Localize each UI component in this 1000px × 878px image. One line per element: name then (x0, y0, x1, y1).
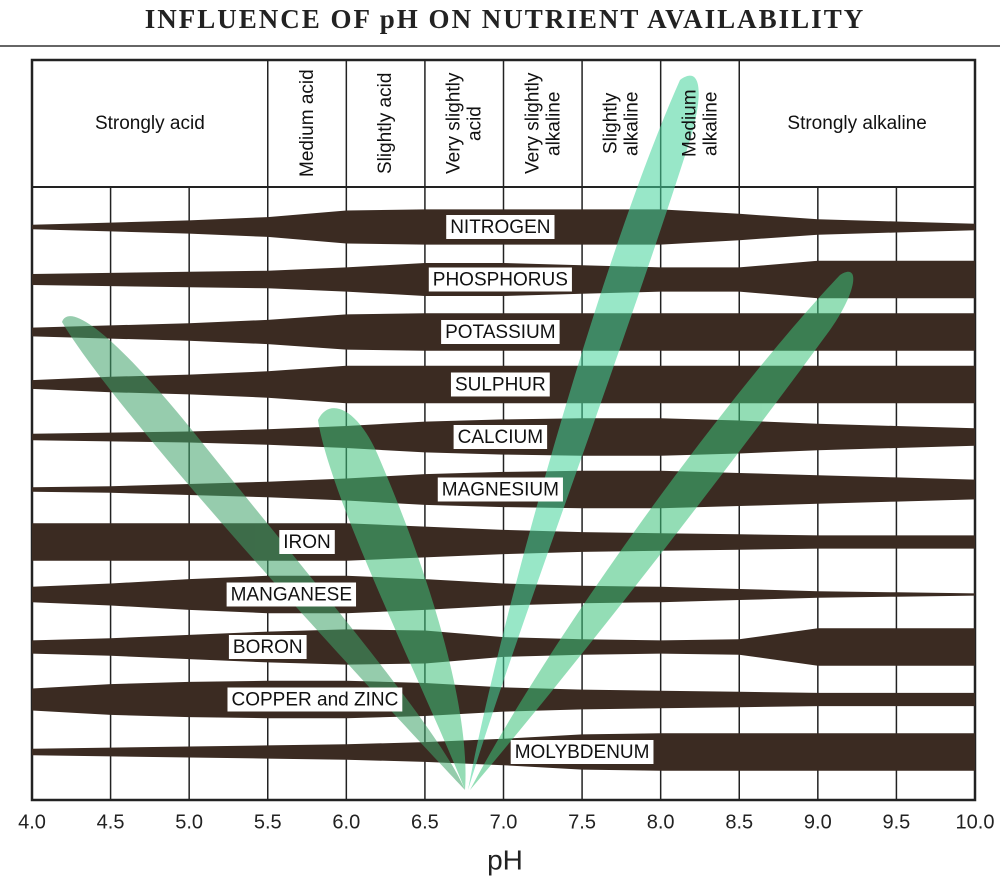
nutrient-label: MAGNESIUM (442, 480, 559, 501)
nutrient-labels: NITROGEN PHOSPHORUS POTASSIUM SULPHUR CALCIU… (226, 215, 654, 764)
nutrient-label-box (228, 635, 307, 659)
nutrient-label: POTASSIUM (445, 322, 556, 343)
nutrient-label-box (227, 687, 403, 712)
x-tick-label: 6.5 (411, 811, 439, 833)
nutrient-label: CALCIUM (458, 427, 544, 448)
x-tick-label: 7.0 (490, 811, 518, 833)
nutrient-label: MOLYBDENUM (515, 742, 650, 763)
zone-label: Slightly alkaline (600, 91, 643, 156)
leaf (62, 316, 465, 790)
zone-label: Medium alkaline (678, 89, 721, 158)
x-tick-label: 5.0 (175, 811, 203, 833)
nutrient-label: NITROGEN (450, 217, 550, 238)
x-tick-label: 8.5 (725, 811, 753, 833)
nutrient-label: PHOSPHORUS (433, 270, 568, 291)
nutrient-label-box (279, 530, 335, 554)
x-tick-label: 4.0 (18, 811, 46, 833)
zone-label: Slightly acid (375, 72, 397, 175)
nutrient-label-box (453, 425, 548, 449)
x-tick-label: 8.0 (647, 811, 675, 833)
leaf (468, 75, 699, 790)
nutrient-label-box (510, 740, 654, 764)
nutrient-label-box (450, 372, 550, 397)
x-tick-label: 9.0 (804, 811, 832, 833)
nutrient-band (32, 733, 975, 771)
leaf (318, 408, 466, 790)
nutrient-label: SULPHUR (455, 375, 546, 396)
nutrient-label-box (446, 215, 555, 239)
nutrient-label-box (428, 267, 572, 292)
x-tick-label: 4.5 (97, 811, 125, 833)
nutrient-label: MANGANESE (231, 585, 352, 606)
nutrient-label: BORON (233, 637, 303, 658)
nutrient-label: IRON (283, 532, 331, 553)
chart-title: INFLUENCE OF pH ON NUTRIENT AVAILABILITY (145, 4, 865, 34)
x-tick-label: 6.0 (332, 811, 360, 833)
x-axis-label: pH (487, 844, 523, 875)
nutrient-label-box (226, 582, 357, 607)
nutrient-label: COPPER and ZINC (231, 690, 398, 711)
leaf (470, 271, 854, 791)
x-tick-label: 9.5 (883, 811, 911, 833)
zone-label: Strongly acid (94, 113, 205, 134)
leaves (62, 75, 854, 791)
x-tick-label: 10.0 (956, 811, 995, 833)
zone-label: Very slightly alkaline (521, 72, 564, 175)
zone-label: Very slightly acid (443, 72, 486, 175)
nutrient-label-box (441, 320, 560, 344)
zone-label: Medium acid (296, 69, 318, 178)
zone-label: Strongly alkaline (787, 113, 927, 134)
nutrient-label-box (437, 477, 563, 502)
x-tick-label: 7.5 (568, 811, 596, 833)
x-tick-label: 5.5 (254, 811, 282, 833)
